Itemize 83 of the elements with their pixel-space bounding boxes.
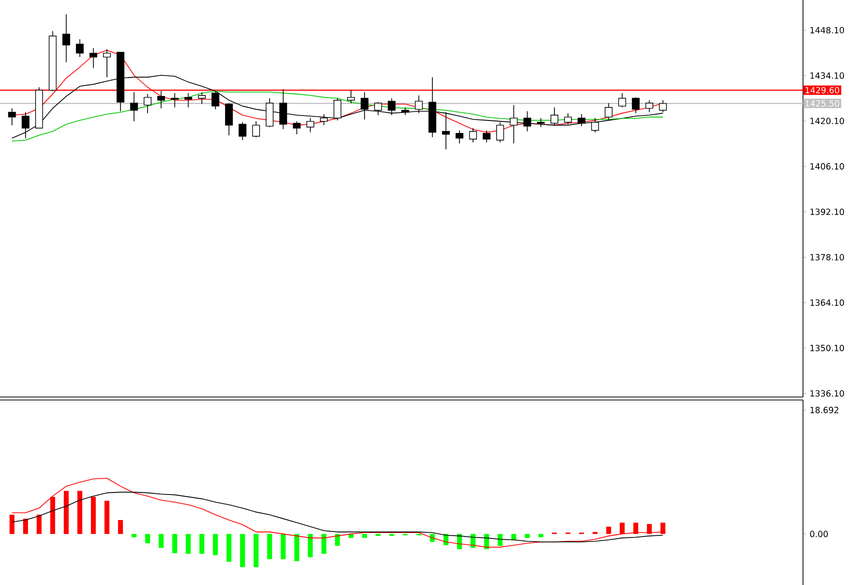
- ref-line-label: 1429.60: [806, 86, 840, 94]
- candlestick: [550, 106, 558, 126]
- bar: [145, 534, 150, 544]
- candlestick: [645, 100, 654, 113]
- bar: [64, 490, 69, 534]
- candlestick: [225, 102, 233, 136]
- candlestick: [536, 118, 545, 128]
- bar: [132, 534, 136, 538]
- candlestick: [103, 48, 111, 78]
- bar: [212, 534, 218, 556]
- candlestick: [144, 94, 152, 114]
- candlestick: [292, 120, 301, 135]
- bar: [606, 526, 612, 534]
- bar: [362, 534, 368, 538]
- candlestick: [198, 92, 206, 105]
- bar: [646, 524, 652, 534]
- y-tick-label: 1364.10: [810, 299, 844, 306]
- bar: [348, 534, 354, 538]
- candlestick: [184, 92, 192, 108]
- bar: [186, 534, 191, 554]
- ref-line-label: 1425.50: [806, 100, 840, 107]
- candlestick: [482, 130, 490, 143]
- candlestick: [374, 102, 382, 116]
- candlestick: [212, 90, 220, 110]
- bar: [308, 534, 313, 558]
- candlestick: [564, 112, 572, 125]
- candlestick: [76, 38, 84, 58]
- y-tick-label: 1420.10: [810, 118, 844, 124]
- candlestick: [306, 118, 314, 133]
- y-tick-label: 18.692: [810, 406, 838, 414]
- candlestick: [238, 122, 246, 141]
- candlestick: [8, 108, 16, 126]
- candlestick: [279, 88, 288, 130]
- bar: [118, 520, 123, 534]
- bar: [90, 496, 96, 534]
- bar: [280, 534, 286, 560]
- candlestick: [89, 48, 98, 69]
- bar: [267, 534, 272, 560]
- candlestick: [618, 92, 626, 108]
- y-tick-label: 1406.10: [810, 163, 844, 170]
- bar: [240, 534, 245, 568]
- y-tick-label: 1434.10: [810, 72, 844, 79]
- candlestick: [360, 92, 368, 120]
- y-tick-label: 0.00: [810, 530, 828, 538]
- candlestick: [469, 128, 477, 143]
- y-tick-label: 1336.10: [810, 390, 844, 397]
- bar: [620, 522, 625, 534]
- y-tick-label: 1350.10: [810, 344, 844, 352]
- bar: [254, 534, 259, 568]
- candlestick: [591, 118, 599, 133]
- candlestick: [170, 92, 179, 108]
- bar: [172, 534, 178, 554]
- candlestick: [334, 98, 342, 121]
- candlestick: [523, 110, 532, 132]
- bar: [36, 514, 42, 534]
- candlestick: [578, 114, 586, 127]
- bar: [199, 534, 204, 554]
- candlestick: [62, 14, 70, 63]
- bar: [335, 534, 340, 546]
- y-tick-label: 1448.10: [810, 26, 844, 34]
- y-tick-label: 1378.10: [810, 254, 844, 260]
- candlestick: [456, 130, 464, 144]
- bar: [50, 496, 56, 534]
- candlestick: [414, 94, 423, 114]
- y-tick-label: 1392.10: [810, 208, 844, 215]
- bar: [104, 500, 110, 534]
- bar: [158, 534, 164, 548]
- bar: [226, 534, 232, 562]
- bar: [77, 490, 82, 534]
- candlestick: [157, 90, 166, 109]
- candlestick: [266, 98, 274, 128]
- bar: [498, 534, 503, 546]
- bar: [321, 534, 326, 554]
- bar: [23, 518, 28, 534]
- candlestick: [388, 98, 396, 116]
- candlestick: [604, 102, 613, 121]
- candlestick: [130, 92, 138, 122]
- candlestick: [320, 114, 328, 126]
- candlestick: [632, 96, 640, 114]
- bar: [538, 534, 544, 538]
- bar: [524, 534, 530, 538]
- candlestick: [252, 120, 260, 138]
- candlestick: [347, 90, 355, 104]
